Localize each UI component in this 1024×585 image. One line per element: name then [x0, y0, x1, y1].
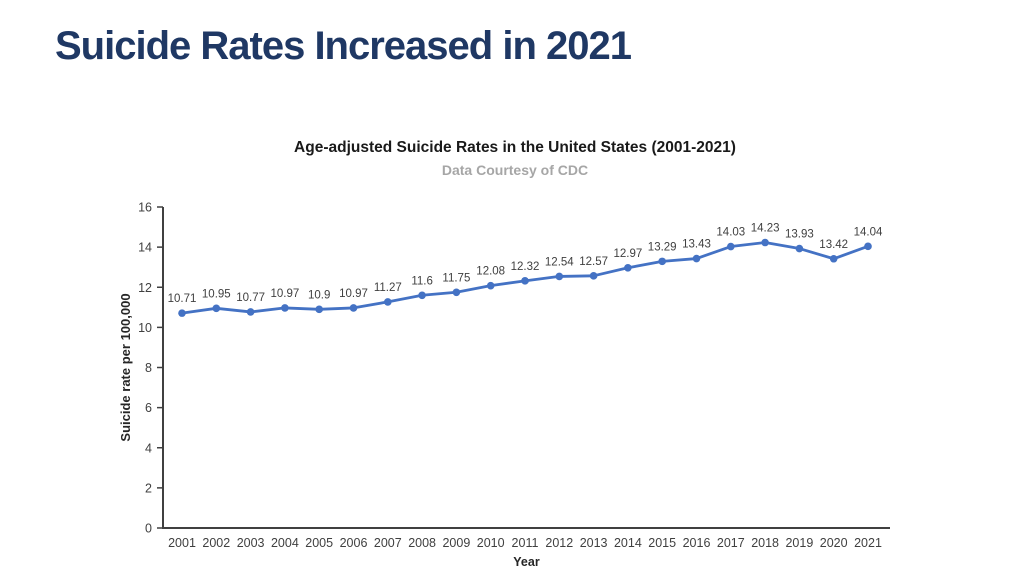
x-tick-label: 2006	[340, 536, 368, 550]
y-tick-label: 0	[145, 522, 152, 536]
x-tick-label: 2005	[305, 536, 333, 550]
chart-header: Age-adjusted Suicide Rates in the United…	[110, 139, 920, 178]
data-point	[315, 305, 323, 314]
data-point	[761, 238, 769, 247]
x-tick-label: 2003	[237, 536, 265, 550]
x-tick-label: 2010	[477, 536, 505, 550]
y-tick-label: 4	[145, 441, 152, 455]
y-tick-label: 6	[145, 401, 152, 415]
chart-title: Age-adjusted Suicide Rates in the United…	[294, 139, 736, 156]
x-tick-label: 2004	[271, 536, 299, 550]
x-tick-label: 2008	[408, 536, 436, 550]
data-label: 13.42	[819, 239, 848, 251]
y-tick-label: 12	[138, 281, 152, 295]
x-tick-label: 2001	[168, 536, 196, 550]
x-axis: 2001 2002 2003 2004 2005 2006 2007 2008 2009 2010…	[168, 536, 882, 550]
x-tick-label: 2019	[785, 536, 813, 550]
data-label: 10.95	[202, 288, 231, 300]
y-axis-title: Suicide rate per 100,000	[118, 293, 133, 441]
data-label: 10.77	[236, 292, 265, 304]
data-label: 10.9	[308, 289, 330, 301]
y-tick-label: 10	[138, 321, 152, 335]
data-label: 12.57	[579, 256, 608, 268]
data-label: 11.6	[411, 275, 433, 287]
x-tick-label: 2017	[717, 536, 745, 550]
data-point	[212, 304, 221, 313]
data-point	[486, 281, 495, 290]
page-title: Suicide Rates Increased in 2021	[55, 24, 632, 68]
data-label: 12.32	[511, 261, 540, 273]
data-point	[349, 304, 358, 312]
x-axis-title: Year	[513, 555, 540, 569]
data-point	[795, 244, 804, 253]
x-tick-label: 2007	[374, 536, 402, 550]
data-label: 11.75	[442, 272, 470, 284]
x-tick-label: 2011	[512, 536, 539, 550]
y-tick-label: 14	[138, 241, 152, 255]
x-tick-label: 2020	[820, 536, 848, 550]
x-tick-label: 2016	[683, 536, 711, 550]
axis-lines	[162, 207, 890, 529]
data-label: 14.03	[716, 227, 745, 239]
data-label: 10.97	[339, 288, 368, 300]
x-tick-label: 2013	[580, 536, 608, 550]
data-point	[658, 257, 666, 266]
data-point	[452, 288, 461, 297]
x-tick-label: 2009	[442, 536, 470, 550]
data-point	[555, 272, 564, 281]
data-points	[178, 238, 872, 317]
data-point	[281, 304, 289, 312]
x-tick-label: 2015	[648, 536, 676, 550]
y-tick-label: 16	[138, 201, 152, 215]
data-point	[589, 272, 598, 280]
data-point	[384, 298, 392, 306]
data-label: 12.08	[476, 266, 505, 278]
data-label: 14.04	[854, 226, 883, 238]
data-label: 13.93	[785, 229, 814, 241]
data-label: 14.23	[751, 223, 780, 235]
y-tick-label: 2	[145, 481, 152, 495]
data-point	[521, 277, 529, 285]
data-point	[624, 263, 632, 272]
data-point	[727, 242, 735, 251]
data-label: 13.43	[682, 239, 711, 251]
y-tick-label: 8	[145, 361, 152, 375]
data-label: 13.29	[648, 241, 677, 253]
data-point	[864, 242, 872, 251]
data-point	[178, 309, 186, 317]
x-tick-label: 2018	[751, 536, 779, 550]
x-tick-label: 2002	[202, 536, 230, 550]
data-point	[829, 254, 838, 263]
x-tick-label: 2012	[545, 536, 573, 550]
x-tick-label: 2014	[614, 536, 642, 550]
data-label: 10.71	[168, 293, 197, 305]
y-axis: 0 2 4 6 8 10 12 14 16	[138, 201, 163, 536]
x-tick-label: 2021	[854, 536, 882, 550]
data-label: 12.54	[545, 256, 574, 268]
data-label: 11.27	[374, 282, 402, 294]
data-point	[246, 308, 255, 316]
chart-subtitle: Data Courtesy of CDC	[441, 162, 589, 178]
data-labels: 10.71 10.95 10.77 10.97 10.9 10.97 11.27 11.6 11…	[168, 223, 883, 306]
data-label: 10.97	[271, 288, 300, 300]
data-point	[692, 254, 701, 263]
data-point	[418, 291, 426, 300]
data-label: 12.97	[614, 248, 643, 260]
